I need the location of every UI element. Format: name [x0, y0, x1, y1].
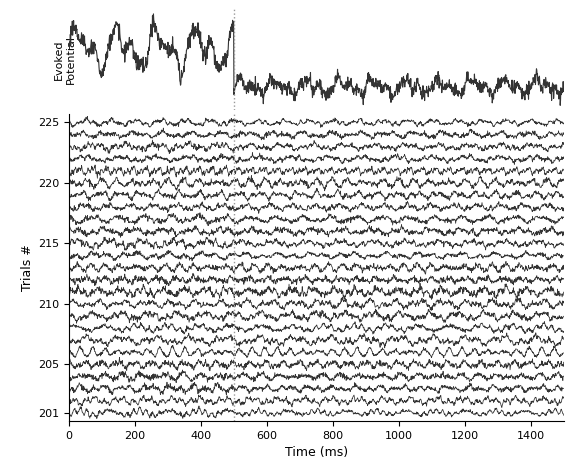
Y-axis label: Evoked
Potential: Evoked Potential [54, 35, 76, 84]
X-axis label: Time (ms): Time (ms) [285, 446, 348, 460]
Y-axis label: Trials #: Trials # [21, 244, 34, 291]
